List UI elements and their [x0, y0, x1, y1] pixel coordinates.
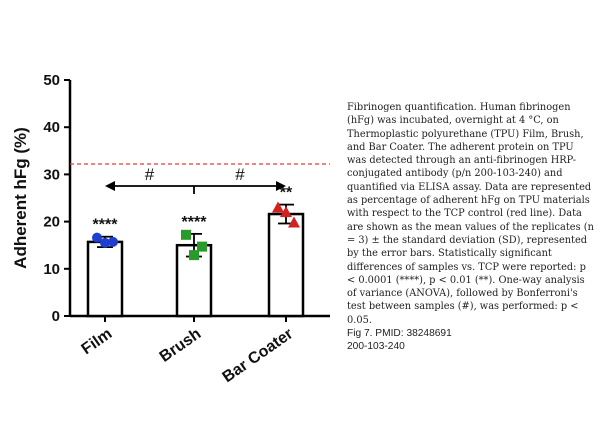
data-point: [108, 236, 118, 247]
y-tick-label: 40: [43, 119, 60, 136]
figure-caption: Fibrinogen quantification. Human fibrino…: [347, 101, 594, 354]
data-point: [272, 201, 284, 213]
data-point: [280, 206, 292, 218]
data-point: [189, 250, 199, 261]
data-point: [100, 237, 110, 248]
bar: [86, 240, 124, 318]
y-axis-label: Adherent hFg (%): [11, 127, 30, 269]
bar: [267, 212, 305, 318]
significance-label: ****: [93, 217, 119, 234]
data-point: [181, 229, 191, 240]
comparison-layer: # #: [105, 165, 286, 194]
comparison-label: #: [235, 165, 245, 184]
significance-layer: **** ******: [93, 185, 293, 234]
caption-text: Fibrinogen quantification. Human fibrino…: [347, 102, 594, 326]
category-label: Film: [79, 325, 116, 358]
arrow-head-left: [105, 181, 115, 191]
figure-id: Fig 7. PMID: 38248691: [347, 328, 452, 340]
category-labels: Film Brush Bar Coater: [79, 325, 297, 386]
points-layer: [92, 201, 300, 261]
product-code: 200-103-240: [347, 341, 405, 353]
y-tick-label: 20: [43, 214, 60, 231]
comparison-label: #: [145, 165, 155, 184]
data-point: [197, 241, 207, 252]
arrow-head-right: [276, 181, 286, 191]
category-label: Brush: [157, 325, 205, 365]
data-point: [92, 232, 102, 243]
significance-label: **: [280, 185, 293, 202]
category-label: Bar Coater: [220, 325, 297, 386]
y-tick-label: 30: [43, 166, 60, 183]
significance-label: ****: [182, 214, 208, 231]
y-tick-label: 0: [52, 308, 60, 325]
y-tick-label: 50: [43, 72, 60, 89]
data-point: [288, 216, 300, 228]
y-tick-label: 10: [43, 261, 60, 278]
